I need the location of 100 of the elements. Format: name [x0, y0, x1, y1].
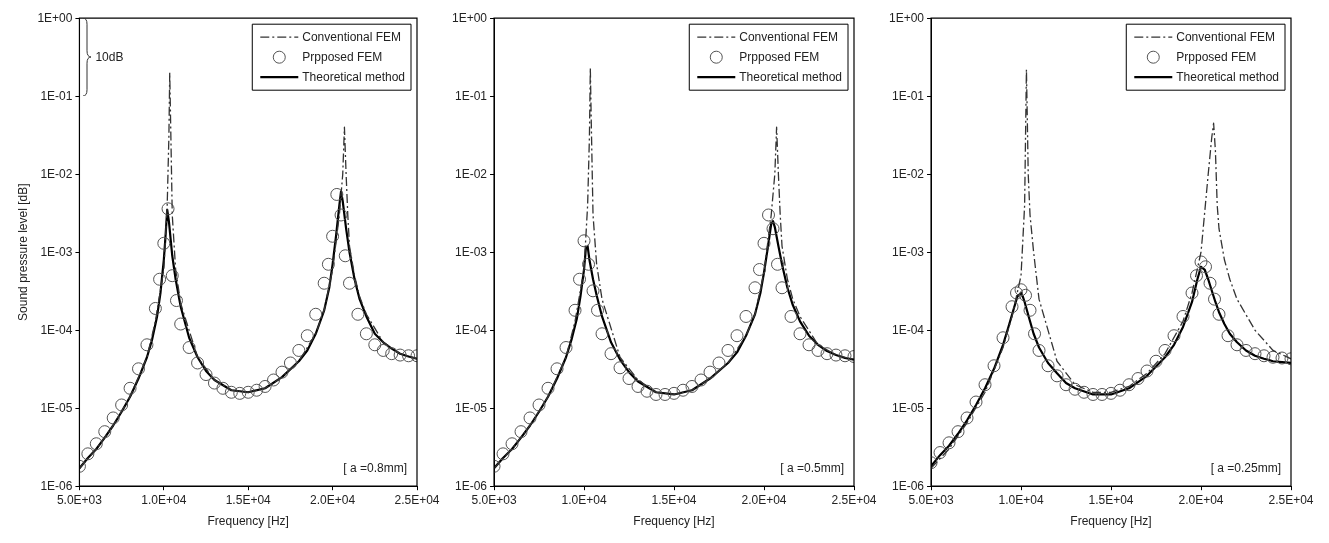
point [123, 381, 137, 395]
point [224, 385, 238, 399]
point [1176, 309, 1190, 323]
point [582, 257, 596, 271]
point [811, 343, 825, 357]
legend-label: Prpposed FEM [302, 49, 383, 64]
x-tick-label: 2.0E+04 [310, 492, 356, 507]
point [241, 385, 255, 399]
point [1239, 343, 1253, 357]
point [1194, 255, 1208, 269]
point [1122, 378, 1136, 392]
point [275, 365, 289, 379]
x-tick-label: 2.5E+04 [394, 492, 440, 507]
y-tick-label: 1E-03 [892, 244, 925, 259]
point [207, 376, 221, 390]
point [1023, 303, 1037, 317]
y-tick-label: 1E-06 [892, 478, 925, 493]
point [1266, 350, 1280, 364]
point [586, 284, 600, 298]
x-tick-label: 2.5E+04 [831, 492, 877, 507]
point [359, 327, 373, 341]
x-tick-label: 5.0E+03 [908, 492, 954, 507]
point [1005, 300, 1019, 314]
legend-label: Theoretical method [302, 69, 406, 84]
point [591, 303, 605, 317]
point [1221, 329, 1235, 343]
point [978, 378, 992, 392]
point [342, 276, 356, 290]
point [89, 437, 103, 451]
point [523, 411, 537, 425]
point [321, 257, 335, 271]
point [757, 236, 771, 250]
point [996, 331, 1010, 345]
point [1113, 383, 1127, 397]
point [292, 343, 306, 357]
x-tick-label: 1.5E+04 [225, 492, 272, 507]
y-tick-label: 1E-02 [40, 166, 73, 181]
point [942, 436, 956, 450]
point [969, 395, 983, 409]
point [577, 234, 591, 248]
y-tick-label: 1E-03 [455, 244, 488, 259]
x-tick-label: 2.0E+04 [741, 492, 787, 507]
point [541, 381, 555, 395]
x-axis-title: Frequency [Hz] [633, 514, 715, 529]
point [1149, 354, 1163, 368]
y-tick-label: 1E-06 [40, 478, 73, 493]
point [721, 343, 735, 357]
point [98, 425, 112, 439]
point [338, 249, 352, 263]
y-tick-label: 1E-03 [40, 244, 73, 259]
point [766, 222, 780, 236]
point [1275, 351, 1289, 365]
point [351, 307, 365, 321]
point [960, 411, 974, 425]
point [1199, 260, 1213, 274]
point [685, 379, 699, 393]
point [514, 425, 528, 439]
point [762, 208, 776, 222]
point [631, 379, 645, 393]
x-tick-label: 1.0E+04 [561, 492, 607, 507]
y-tick-label: 1E-01 [40, 88, 73, 103]
legend-label: Conventional FEM [302, 29, 401, 44]
annotation: [ a =0.25mm] [1210, 460, 1281, 475]
point [951, 425, 965, 439]
point [233, 386, 247, 400]
point [1230, 338, 1244, 352]
point [216, 381, 230, 395]
point [658, 387, 672, 401]
point [283, 356, 297, 370]
point [1086, 387, 1100, 401]
point [573, 272, 587, 286]
annotation: [ a =0.8mm] [343, 460, 407, 475]
point [258, 379, 272, 393]
point [987, 359, 1001, 373]
point [368, 338, 382, 352]
y-tick-label: 1E-02 [892, 166, 925, 181]
point [613, 361, 627, 375]
point [1248, 347, 1262, 361]
point [703, 365, 717, 379]
point [595, 327, 609, 341]
point [1185, 286, 1199, 300]
y-axis-title: Sound pressure level [dB] [15, 183, 30, 321]
point [771, 257, 785, 271]
point [191, 356, 205, 370]
point [1104, 386, 1118, 400]
point [326, 229, 340, 243]
point [1028, 327, 1042, 341]
point [115, 398, 129, 412]
point [140, 338, 154, 352]
point [1032, 343, 1046, 357]
point [784, 309, 798, 323]
point [933, 446, 947, 460]
y-tick-label: 1E-05 [40, 400, 73, 415]
y-tick-label: 1E-04 [40, 322, 73, 337]
point [1257, 349, 1271, 363]
point [330, 187, 344, 201]
point [667, 386, 681, 400]
point [559, 341, 573, 354]
point [153, 272, 167, 286]
point [753, 263, 767, 276]
